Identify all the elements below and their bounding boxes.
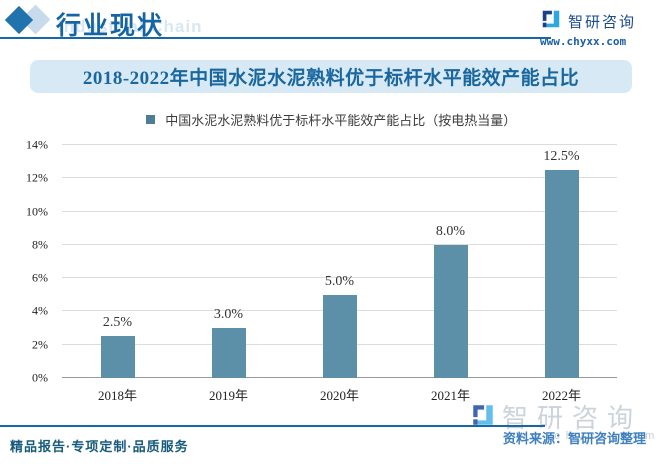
y-axis: 0% 2% 4% 6% 8% 10% 12% 14% — [0, 138, 56, 385]
bar-2019年 — [211, 328, 246, 378]
y-axis-tick-label: 12% — [26, 170, 48, 185]
footer-slogan: 精品报告·专项定制·品质服务 — [10, 439, 189, 454]
y-axis-tick-label: 0% — [32, 370, 48, 385]
chart-title: 2018-2022年中国水泥水泥熟料优于标杆水平能效产能占比 — [82, 68, 580, 89]
chart-legend: 中国水泥水泥熟料优于标杆水平能效产能占比（按电热当量） — [0, 110, 662, 129]
footer-divider — [0, 425, 545, 427]
y-axis-tick-label: 8% — [32, 237, 48, 252]
watermark-logo-icon — [473, 405, 493, 425]
section-title: 行业现状 — [56, 12, 165, 40]
gridline — [62, 210, 617, 212]
y-axis-tick-label: 2% — [32, 337, 48, 352]
corp-logo-icon — [542, 10, 560, 28]
bar-value-label: 12.5% — [543, 148, 580, 164]
header-divider — [0, 37, 551, 39]
x-axis-tick-label: 2018年 — [97, 388, 138, 403]
watermark: 智研咨询 www.chyxx.com — [470, 396, 662, 444]
gridline — [62, 177, 617, 179]
x-axis-tick-label: 2020年 — [319, 388, 360, 403]
bar-2018年 — [100, 336, 135, 378]
legend-marker-icon — [145, 115, 155, 124]
bar-2022年 — [544, 169, 579, 378]
corp-name: 智研咨询 — [568, 14, 637, 31]
gridline — [62, 277, 617, 279]
bar-value-label: 5.0% — [324, 273, 355, 289]
x-axis-tick-label: 2021年 — [430, 388, 471, 403]
x-axis-tick-label: 2022年 — [541, 388, 582, 403]
y-axis-tick-label: 6% — [32, 270, 48, 285]
y-axis-tick-label: 10% — [26, 204, 48, 219]
y-axis-tick-label: 14% — [26, 137, 48, 152]
plot-area: 2.5% 2018年 3.0% 2019年 5.0% 2020年 8.0% 2021年 12.5… — [62, 144, 617, 403]
watermark-site-text: www.chyxx.com — [504, 430, 661, 442]
brand-watermark-text: Industrial Chain — [58, 17, 203, 36]
bar-value-label: 2.5% — [102, 315, 133, 331]
gridline — [62, 144, 617, 145]
watermark-brand-text: 智研咨询 — [502, 403, 643, 433]
corp-website: www.chyxx.com — [540, 35, 627, 48]
gridline — [62, 243, 617, 245]
corp-logo: 智研咨询 www.chyxx.com — [540, 8, 656, 52]
y-axis-tick-label: 4% — [32, 303, 48, 318]
data-source-note: 资料来源：智研咨询整理 — [503, 431, 647, 446]
page-header: Industrial Chain 行业现状 智研咨询 www.chyxx.com — [0, 0, 662, 56]
legend-label: 中国水泥水泥熟料优于标杆水平能效产能占比（按电热当量） — [165, 113, 517, 128]
bar-value-label: 8.0% — [435, 223, 466, 239]
bar-value-label: 3.0% — [213, 307, 244, 323]
chart-title-band: 2018-2022年中国水泥水泥熟料优于标杆水平能效产能占比 — [30, 60, 632, 93]
bar-2021年 — [433, 244, 468, 378]
bar-2020年 — [322, 294, 357, 378]
x-axis-tick-label: 2019年 — [208, 388, 249, 403]
